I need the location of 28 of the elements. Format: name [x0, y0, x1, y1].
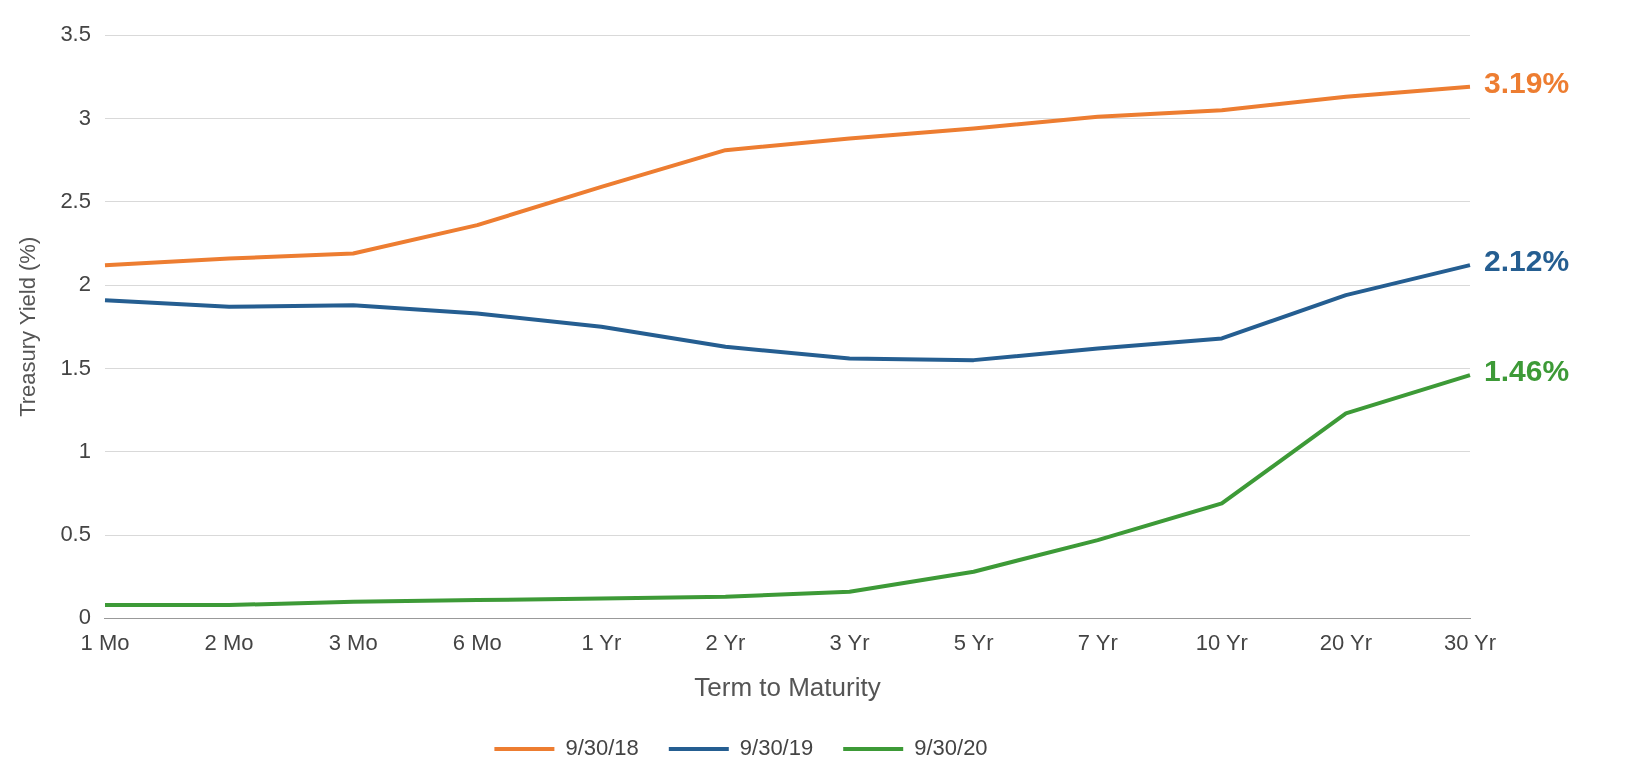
x-tick-label: 1 Yr	[581, 629, 622, 655]
y-tick-label: 0.5	[60, 521, 91, 547]
legend-label: 9/30/19	[739, 735, 814, 761]
annotation: 1.46%	[1484, 354, 1570, 388]
y-tick-label: 3.5	[60, 21, 91, 47]
x-tick-label: 3 Yr	[829, 629, 870, 655]
y-axis-title: Treasury Yield (%)	[15, 236, 41, 417]
x-tick-label: 10 Yr	[1195, 629, 1248, 655]
x-tick-label: 6 Mo	[452, 629, 502, 655]
x-tick-label: 3 Mo	[328, 629, 378, 655]
x-tick-label: 2 Yr	[705, 629, 746, 655]
x-tick-label: 30 Yr	[1443, 629, 1497, 655]
legend-label: 9/30/18	[565, 735, 639, 761]
x-tick-label: 20 Yr	[1319, 629, 1372, 655]
x-tick-label: 5 Yr	[953, 629, 994, 655]
y-tick-label: 2	[78, 271, 91, 297]
x-tick-label: 7 Yr	[1077, 629, 1118, 655]
x-axis-title: Term to Maturity	[694, 671, 881, 702]
y-tick-label: 3	[78, 104, 91, 130]
y-tick-label: 1	[78, 437, 91, 463]
legend-label: 9/30/20	[914, 735, 988, 761]
x-tick-label: 1 Mo	[80, 629, 130, 655]
x-tick-label: 2 Mo	[204, 629, 254, 655]
y-tick-label: 2.5	[60, 187, 91, 213]
y-tick-label: 0	[78, 604, 91, 630]
y-tick-label: 1.5	[60, 354, 91, 380]
annotation: 3.19%	[1484, 66, 1570, 100]
annotation: 2.12%	[1484, 244, 1570, 278]
